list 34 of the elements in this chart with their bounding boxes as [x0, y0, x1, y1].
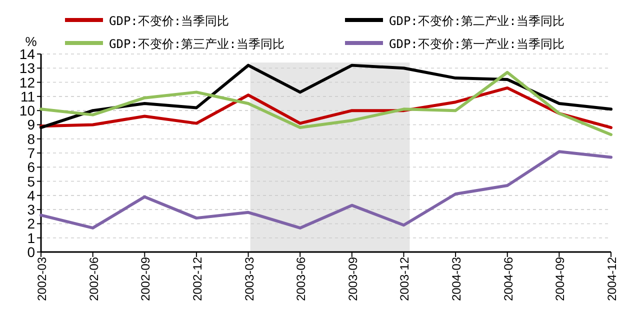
- y-tick-label: 1: [27, 230, 36, 246]
- x-tick-label: 2003-12: [398, 256, 412, 302]
- y-tick-label: 0: [27, 244, 36, 260]
- x-tick-label: 2002-09: [138, 256, 153, 302]
- x-tick-label: 2002-03: [35, 256, 49, 302]
- line-series: [40, 70, 612, 136]
- x-tick-label: 2003-06: [294, 256, 308, 302]
- x-tick-label: 2004-03: [450, 256, 464, 302]
- y-tick-label: 13: [19, 60, 36, 76]
- y-tick-label: 11: [20, 88, 36, 104]
- legend-label: GDP:不变价:第二产业:当季同比: [389, 14, 564, 28]
- legend-label: GDP:不变价:第三产业:当季同比: [109, 37, 284, 51]
- y-tick-label: 7: [27, 145, 36, 161]
- x-tick-label: 2003-09: [346, 256, 360, 302]
- legend-label: GDP:不变价:第一产业:当季同比: [389, 37, 564, 51]
- y-tick-label: 3: [27, 202, 36, 218]
- x-tick-label: 2002-06: [86, 256, 101, 302]
- legend-label: GDP:不变价:当季同比: [109, 14, 230, 28]
- y-tick-label: 4: [27, 187, 36, 204]
- y-axis-title: %: [25, 34, 38, 49]
- x-tick-label: 2002-12: [190, 256, 204, 302]
- x-tick-label: 2004-06: [501, 256, 516, 302]
- x-tick-label: 2003-03: [242, 256, 256, 302]
- x-tick-label: 2004-12: [605, 256, 619, 302]
- y-tick-label: 6: [27, 159, 36, 176]
- y-tick-label: 5: [27, 173, 36, 190]
- y-tick-label: 10: [19, 102, 36, 119]
- line-series: [40, 150, 612, 230]
- y-tick-label: 2: [27, 216, 36, 232]
- y-tick-label: 14: [19, 46, 36, 62]
- y-tick-label: 8: [27, 130, 36, 147]
- y-tick-label: 12: [19, 74, 36, 90]
- x-tick-label: 2004-09: [553, 256, 568, 302]
- y-tick-label: 9: [27, 116, 36, 133]
